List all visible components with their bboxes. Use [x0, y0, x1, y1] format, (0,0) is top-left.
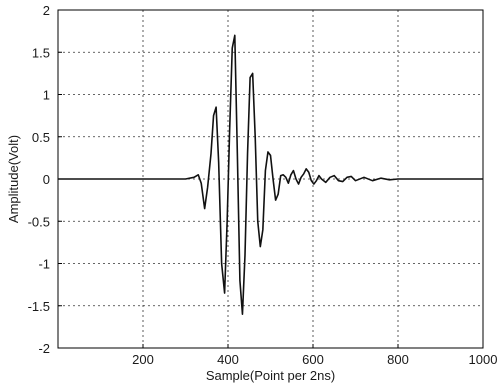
x-axis-label: Sample(Point per 2ns) [206, 368, 335, 383]
y-tick-label: -0.5 [28, 214, 50, 229]
x-tick-label: 400 [217, 352, 239, 367]
y-tick-label: -2 [38, 341, 50, 356]
y-tick-label: 0.5 [32, 130, 50, 145]
axis-ticks: 200 400 600 800 1000 -2 -1.5 -1 -0.5 0 0.5 1 1.5 2 [28, 3, 498, 367]
y-axis-label: Amplitude(Volt) [6, 135, 21, 223]
y-tick-label: 1 [43, 88, 50, 103]
y-tick-label: 1.5 [32, 45, 50, 60]
y-tick-label: -1 [38, 257, 50, 272]
x-tick-label: 800 [387, 352, 409, 367]
x-tick-label: 600 [302, 352, 324, 367]
series-line [58, 34, 483, 315]
x-tick-label: 1000 [469, 352, 498, 367]
y-tick-label: 0 [43, 172, 50, 187]
y-tick-label: 2 [43, 3, 50, 18]
y-tick-label: -1.5 [28, 299, 50, 314]
series-layer [58, 34, 483, 315]
x-tick-label: 200 [132, 352, 154, 367]
